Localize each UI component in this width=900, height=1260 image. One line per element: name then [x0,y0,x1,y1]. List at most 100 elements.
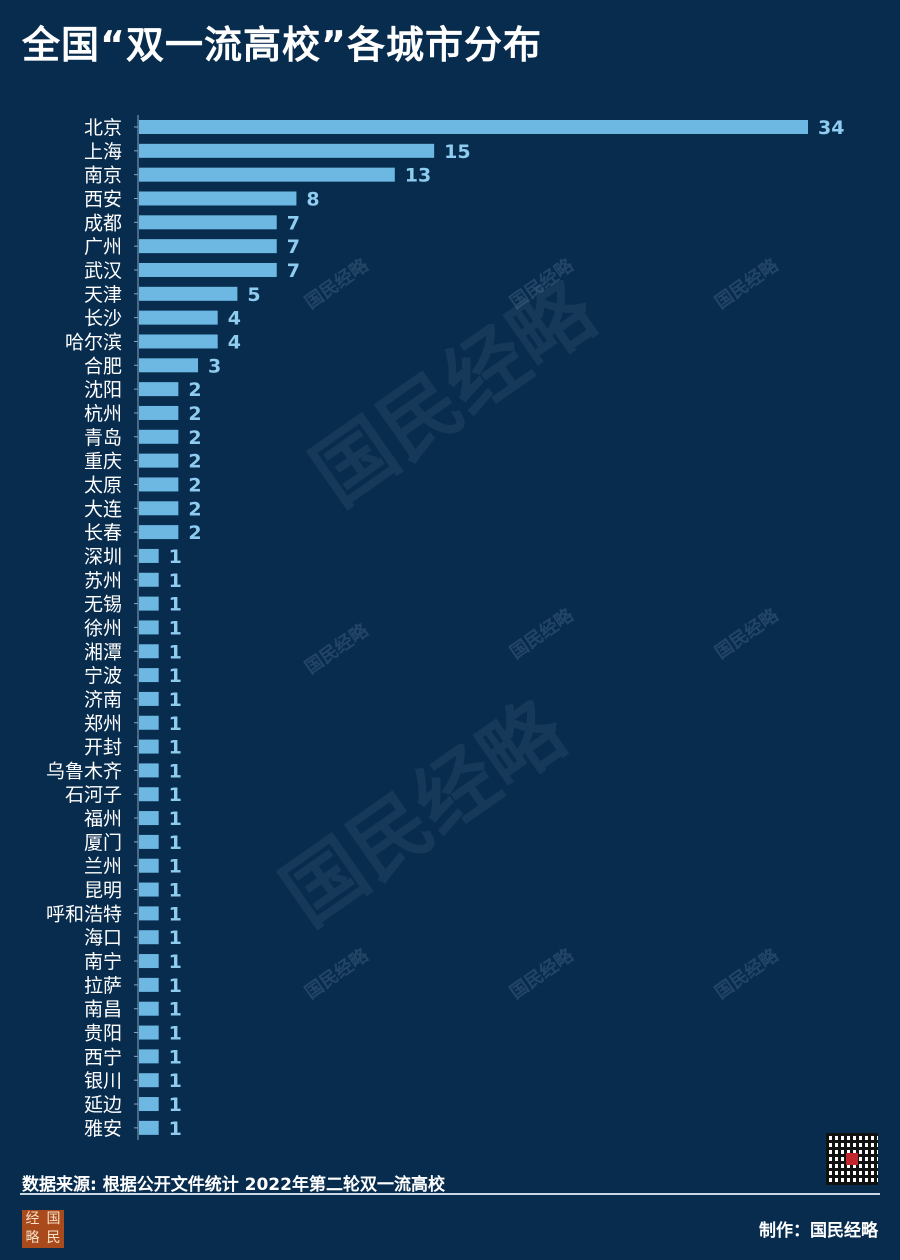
bar [139,763,159,778]
bar [139,167,395,182]
value-label: 1 [169,903,182,925]
category-label: 哈尔滨 [65,331,122,353]
value-label: 1 [169,737,182,759]
value-label: 3 [208,355,221,377]
value-label: 4 [228,308,241,330]
category-label: 北京 [84,117,122,139]
category-label: 石河子 [65,784,122,806]
value-label: 1 [169,713,182,735]
bar [139,787,159,802]
bar [139,715,159,730]
category-label: 太原 [84,474,122,496]
bar-chart: 北京 34 上海 15 南京 13 西安 8 成都 7 广州 7 武汉 7 天津 5 长沙 4 哈尔滨 4 合肥 3 沈阳 2… [46,115,844,1140]
category-label: 深圳 [84,546,122,568]
chart-title: 全国“双一流高校”各城市分布 [22,23,542,67]
category-label: 乌鲁木齐 [46,760,122,782]
category-label: 宁波 [84,665,122,687]
value-label: 1 [169,927,182,949]
category-label: 海口 [84,927,122,949]
category-label: 无锡 [84,594,122,616]
value-label: 1 [169,975,182,997]
bar [139,525,179,540]
category-label: 沈阳 [84,379,122,401]
bar [139,286,238,301]
category-label: 拉萨 [84,975,122,997]
bar [139,620,159,635]
value-label: 34 [818,117,844,139]
value-label: 7 [287,236,300,258]
bar [139,1120,159,1135]
value-label: 2 [188,403,201,425]
category-label: 杭州 [84,403,122,425]
bar [139,191,297,206]
category-label: 雅安 [84,1118,122,1140]
brand-logo: 经国略民 [22,1210,64,1248]
category-label: 广州 [84,236,122,258]
value-label: 8 [306,188,319,210]
bar [139,477,179,492]
category-label: 西宁 [84,1046,122,1068]
value-label: 2 [188,379,201,401]
value-label: 1 [169,999,182,1021]
bar [139,358,199,373]
bar [139,811,159,826]
category-label: 呼和浩特 [46,903,122,925]
category-label: 南京 [84,165,122,187]
bar [139,262,277,277]
bar [139,977,159,992]
category-label: 武汉 [84,260,122,282]
value-label: 1 [169,665,182,687]
value-label: 1 [169,856,182,878]
bar [139,858,159,873]
category-label: 南昌 [84,999,122,1021]
value-label: 1 [169,832,182,854]
divider [20,1193,880,1195]
bar [139,405,179,420]
value-label: 7 [287,260,300,282]
bar [139,310,218,325]
value-label: 1 [169,1094,182,1116]
category-label: 长沙 [84,308,122,330]
category-label: 徐州 [84,617,122,639]
bar [139,429,179,444]
bar [139,1025,159,1040]
category-label: 福州 [84,808,122,830]
bar [139,334,218,349]
bar [139,644,159,659]
value-label: 1 [169,546,182,568]
category-label: 厦门 [84,832,122,854]
category-label: 西安 [84,188,122,210]
value-label: 2 [188,451,201,473]
category-label: 上海 [84,141,122,163]
bar [139,143,435,158]
bar [139,548,159,563]
bar [139,691,159,706]
category-label: 长春 [84,522,122,544]
bar [139,453,179,468]
bar [139,1073,159,1088]
category-label: 成都 [84,212,122,234]
value-label: 5 [247,284,260,306]
qr-code [826,1133,878,1185]
bar [139,834,159,849]
value-label: 2 [188,427,201,449]
value-label: 1 [169,1118,182,1140]
value-label: 2 [188,474,201,496]
category-label: 郑州 [84,713,122,735]
value-label: 7 [287,212,300,234]
category-label: 昆明 [84,880,122,902]
category-label: 南宁 [84,951,122,973]
bar [139,668,159,683]
category-label: 大连 [84,498,122,520]
value-label: 1 [169,570,182,592]
category-label: 湘潭 [84,641,122,663]
value-label: 2 [188,498,201,520]
bar [139,382,179,397]
value-label: 1 [169,689,182,711]
category-label: 重庆 [84,451,122,473]
bar [139,120,808,134]
bar [139,1001,159,1016]
category-label: 济南 [84,689,122,711]
value-label: 15 [444,141,470,163]
